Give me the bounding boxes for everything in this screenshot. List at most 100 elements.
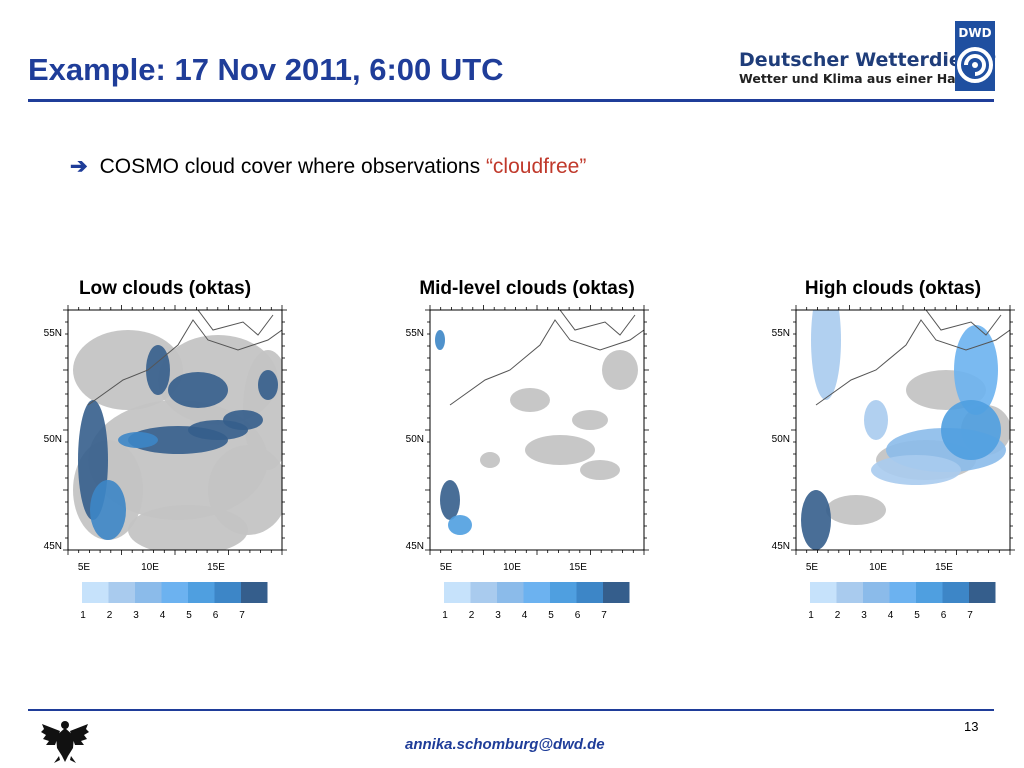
brand-tagline: Wetter und Klima aus einer Hand <box>739 71 974 86</box>
cloud-area <box>258 370 278 400</box>
colorbar-label: 1 <box>80 610 86 621</box>
cloud-area <box>90 480 126 540</box>
colorbar-swatch <box>497 582 524 603</box>
colorbar-swatch <box>135 582 162 603</box>
cloud-field <box>801 310 1010 550</box>
colorbar-swatch <box>108 582 135 603</box>
clear-sky-area <box>128 505 248 550</box>
colorbar-label: 2 <box>835 610 841 621</box>
bullet-highlight: “cloudfree” <box>485 155 587 178</box>
cloud-area <box>954 325 998 415</box>
colorbar-label: 6 <box>941 610 947 621</box>
cloud-area <box>435 330 445 350</box>
colorbar-swatch <box>161 582 188 603</box>
colorbar-label: 3 <box>861 610 867 621</box>
colorbar-swatch <box>241 582 268 603</box>
colorbar-label: 1 <box>442 610 448 621</box>
colorbar-swatch <box>444 582 471 603</box>
cloud-area <box>801 490 831 550</box>
colorbar-swatch <box>889 582 916 603</box>
cloud-area <box>871 455 961 485</box>
colorbar-swatch <box>603 582 630 603</box>
clear-sky-area <box>826 495 886 525</box>
cloud-area <box>118 432 158 448</box>
lon-label: 10E <box>869 562 887 573</box>
cloud-area <box>448 515 472 535</box>
colorbar-swatch <box>82 582 109 603</box>
federal-eagle-icon <box>41 721 89 763</box>
cloud-area <box>864 400 888 440</box>
lat-label: 55N <box>44 328 62 339</box>
lon-label: 5E <box>806 562 819 573</box>
clear-sky-area <box>580 460 620 480</box>
colorbar-label: 7 <box>239 610 245 621</box>
lon-label: 5E <box>78 562 91 573</box>
right-arrow-icon: ➔ <box>70 155 88 178</box>
coastline <box>925 310 1002 336</box>
lon-label: 15E <box>207 562 225 573</box>
cloud-field <box>73 310 282 550</box>
cloud-area <box>440 480 460 520</box>
colorbar-swatch <box>550 582 577 603</box>
clear-sky-area <box>525 435 595 465</box>
colorbar-swatch <box>942 582 969 603</box>
clear-sky-area <box>480 452 500 468</box>
lon-label: 5E <box>440 562 453 573</box>
cloud-area <box>811 310 841 400</box>
page-number: 13 <box>964 719 979 734</box>
colorbar-label: 3 <box>495 610 501 621</box>
colorbar-swatch <box>836 582 863 603</box>
lon-label: 15E <box>935 562 953 573</box>
colorbar-swatch <box>810 582 837 603</box>
lat-label: 50N <box>406 434 424 445</box>
panel-title: Mid-level clouds (oktas) <box>419 278 635 299</box>
cloud-field <box>435 310 644 535</box>
lat-label: 45N <box>772 541 790 552</box>
lat-label: 55N <box>772 328 790 339</box>
colorbar-swatch <box>188 582 215 603</box>
lat-label: 45N <box>406 541 424 552</box>
lat-label: 50N <box>44 434 62 445</box>
mid-clouds-panel: Mid-level clouds (oktas) 55N 50N 45N 5E 10E 1… <box>392 278 662 628</box>
colorbar-swatch <box>863 582 890 603</box>
clear-sky-area <box>602 350 638 390</box>
cloud-area <box>941 400 1001 460</box>
lat-label: 50N <box>772 434 790 445</box>
colorbar-swatch <box>969 582 996 603</box>
colorbar-label: 2 <box>107 610 113 621</box>
lon-label: 10E <box>503 562 521 573</box>
colorbar-swatch <box>576 582 603 603</box>
mid-clouds-map: 55N 50N 45N 5E 10E 15E 1 2 3 4 5 6 7 <box>406 305 649 621</box>
low-clouds-map: 55N 50N 45N 5E 10E 15E 1 2 3 4 5 6 7 <box>44 305 287 621</box>
colorbar-label: 5 <box>914 610 920 621</box>
title-divider <box>28 99 994 102</box>
lat-label: 55N <box>406 328 424 339</box>
panel-title: Low clouds (oktas) <box>78 278 252 299</box>
colorbar-label: 4 <box>160 610 166 621</box>
dwd-logo-text: DWD <box>958 26 991 40</box>
lat-label: 45N <box>44 541 62 552</box>
colorbar-swatch <box>214 582 241 603</box>
high-clouds-map: 55N 50N 45N 5E 10E 15E 1 2 3 4 5 6 7 <box>772 305 1015 621</box>
cloud-area <box>168 372 228 408</box>
colorbar-swatch <box>523 582 550 603</box>
map-background <box>430 310 644 550</box>
colorbar-label: 6 <box>575 610 581 621</box>
clear-sky-area <box>243 350 282 470</box>
slide-title: Example: 17 Nov 2011, 6:00 UTC <box>28 52 504 87</box>
coastline <box>197 310 274 336</box>
colorbar-label: 3 <box>133 610 139 621</box>
footer-divider <box>28 709 994 711</box>
coastline <box>87 319 282 406</box>
colorbar-label: 5 <box>186 610 192 621</box>
colorbar-label: 4 <box>522 610 528 621</box>
high-clouds-panel: High clouds (oktas) 55N 50N 45N 5E 10E 15E 1 2 3… <box>758 278 1024 628</box>
bullet-text: COSMO cloud cover where observations <box>99 155 486 178</box>
contact-email: annika.schomburg@dwd.de <box>405 736 605 753</box>
cloud-area <box>223 410 263 430</box>
brand-name: Deutscher Wetterdienst <box>739 49 996 71</box>
low-clouds-panel: Low clouds (oktas) 55N 50N 45N 5E 10E 15E 1 2 3 4… <box>30 278 300 628</box>
colorbar-label: 2 <box>469 610 475 621</box>
lon-label: 10E <box>141 562 159 573</box>
dwd-logo-icon: DWD <box>955 21 995 91</box>
